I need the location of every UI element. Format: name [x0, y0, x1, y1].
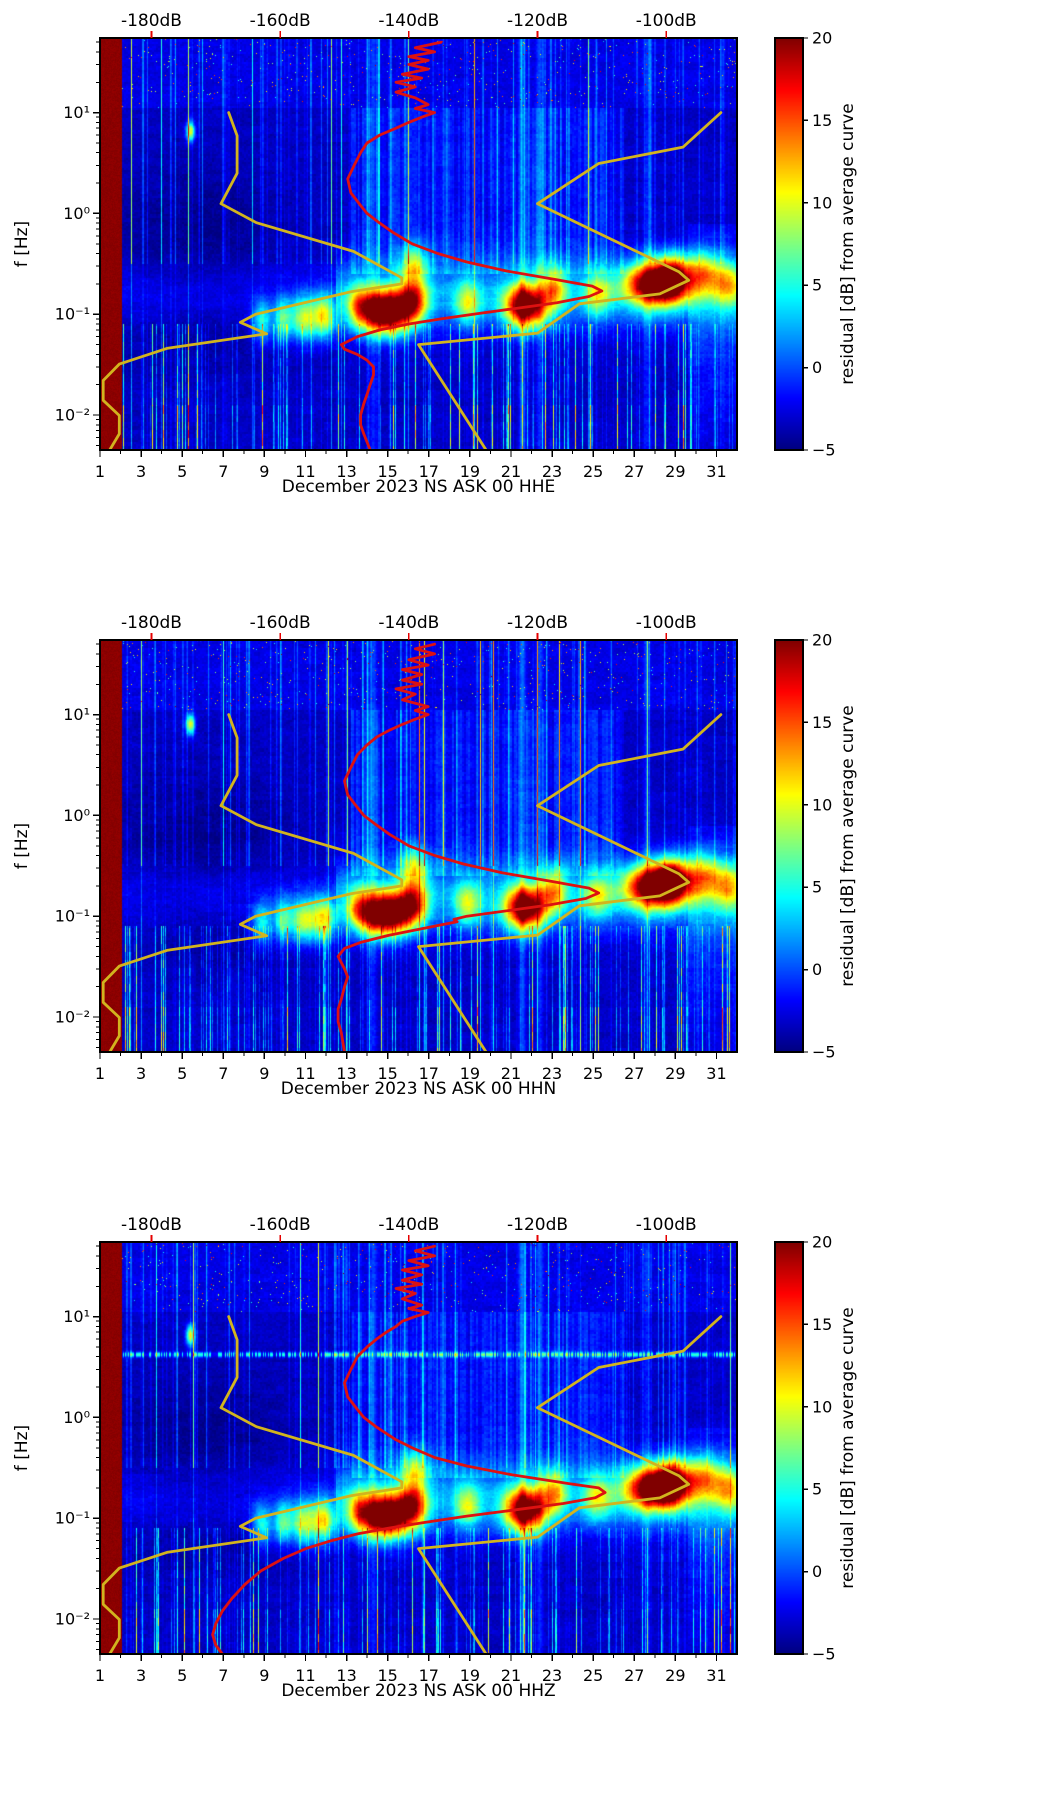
y-tick-label: 10⁻² — [55, 1008, 90, 1027]
top-axis-tick-label: -120dB — [507, 11, 568, 31]
colorbar-tick-label: 0 — [812, 1562, 822, 1581]
colorbar-gradient — [775, 640, 803, 1052]
y-tick-label: 10¹ — [63, 1307, 90, 1326]
colorbar-gradient — [775, 1242, 803, 1654]
top-axis-tick-label: -180dB — [121, 1215, 182, 1235]
colorbar-tick-label: 5 — [812, 878, 822, 897]
top-axis-tick-label: -160dB — [250, 1215, 311, 1235]
top-axis-tick-label: -140dB — [378, 11, 439, 31]
spectrogram-heatmap — [100, 640, 737, 1052]
top-axis-tick-label: -140dB — [378, 613, 439, 633]
colorbar-tick-label: 15 — [812, 1315, 832, 1334]
colorbar-tick-label: 5 — [812, 276, 822, 295]
y-tick-label: 10⁻¹ — [55, 1509, 90, 1528]
y-tick-label: 10⁻² — [55, 1610, 90, 1629]
y-tick-label: 10⁰ — [63, 1408, 90, 1427]
colorbar-tick-label: 10 — [812, 193, 832, 212]
colorbar-tick-label: −5 — [812, 1645, 836, 1664]
top-axis-tick-label: -180dB — [121, 613, 182, 633]
colorbar-tick-label: −5 — [812, 1043, 836, 1062]
y-tick-label: 10⁻² — [55, 406, 90, 425]
colorbar-label: residual [dB] from average curve — [838, 103, 858, 384]
y-tick-label: 10⁻¹ — [55, 305, 90, 324]
colorbar-tick-label: 20 — [812, 631, 832, 650]
y-tick-label: 10¹ — [63, 103, 90, 122]
top-axis-tick-label: -100dB — [636, 1215, 697, 1235]
colorbar-tick-label: 10 — [812, 795, 832, 814]
top-axis-tick-label: -100dB — [636, 613, 697, 633]
colorbar-tick-label: 10 — [812, 1397, 832, 1416]
top-axis-tick-label: -160dB — [250, 613, 311, 633]
top-axis-tick-label: -140dB — [378, 1215, 439, 1235]
y-tick-label: 10⁻¹ — [55, 907, 90, 926]
x-axis-label: December 2023 NS ASK 00 HHE — [281, 477, 556, 497]
colorbar-gradient — [775, 38, 803, 450]
spectrogram-heatmap — [100, 38, 737, 450]
colorbar-tick-label: 15 — [812, 713, 832, 732]
colorbar-tick-label: 20 — [812, 29, 832, 48]
spectrogram-panel-hhn: 1 3 5 7 9 11 13 15 17 19 21 23 25 27 29 31 10⁻² 10⁻¹ 10⁰ 10… — [0, 602, 1052, 1204]
colorbar-tick-label: 5 — [812, 1480, 822, 1499]
y-tick-label: 10⁰ — [63, 806, 90, 825]
colorbar-tick-label: −5 — [812, 441, 836, 460]
spectrogram-panel-hhz: 1 3 5 7 9 11 13 15 17 19 21 23 25 27 29 31 10⁻² 10⁻¹ 10⁰ 10… — [0, 1204, 1052, 1806]
spectrogram-heatmap — [100, 1242, 737, 1654]
colorbar-label: residual [dB] from average curve — [838, 1307, 858, 1588]
y-tick-label: 10⁰ — [63, 204, 90, 223]
x-axis-label: December 2023 NS ASK 00 HHZ — [281, 1681, 556, 1701]
colorbar-tick-label: 20 — [812, 1233, 832, 1252]
top-axis-tick-label: -100dB — [636, 11, 697, 31]
y-axis-label: f [Hz] — [12, 221, 32, 267]
colorbar-tick-label: 0 — [812, 358, 822, 377]
y-axis-label: f [Hz] — [12, 823, 32, 869]
x-axis-label: December 2023 NS ASK 00 HHN — [280, 1079, 557, 1099]
colorbar-tick-label: 0 — [812, 960, 822, 979]
top-axis-tick-label: -120dB — [507, 613, 568, 633]
colorbar-tick-label: 15 — [812, 111, 832, 130]
y-tick-label: 10¹ — [63, 705, 90, 724]
y-axis-label: f [Hz] — [12, 1425, 32, 1471]
top-axis-tick-label: -180dB — [121, 11, 182, 31]
top-axis-tick-label: -120dB — [507, 1215, 568, 1235]
top-axis-tick-label: -160dB — [250, 11, 311, 31]
colorbar-label: residual [dB] from average curve — [838, 705, 858, 986]
spectrogram-panel-hhe: 1 3 5 7 9 11 13 15 17 19 21 23 25 27 29 31 10⁻² 10⁻¹ 10⁰ 10… — [0, 0, 1052, 602]
